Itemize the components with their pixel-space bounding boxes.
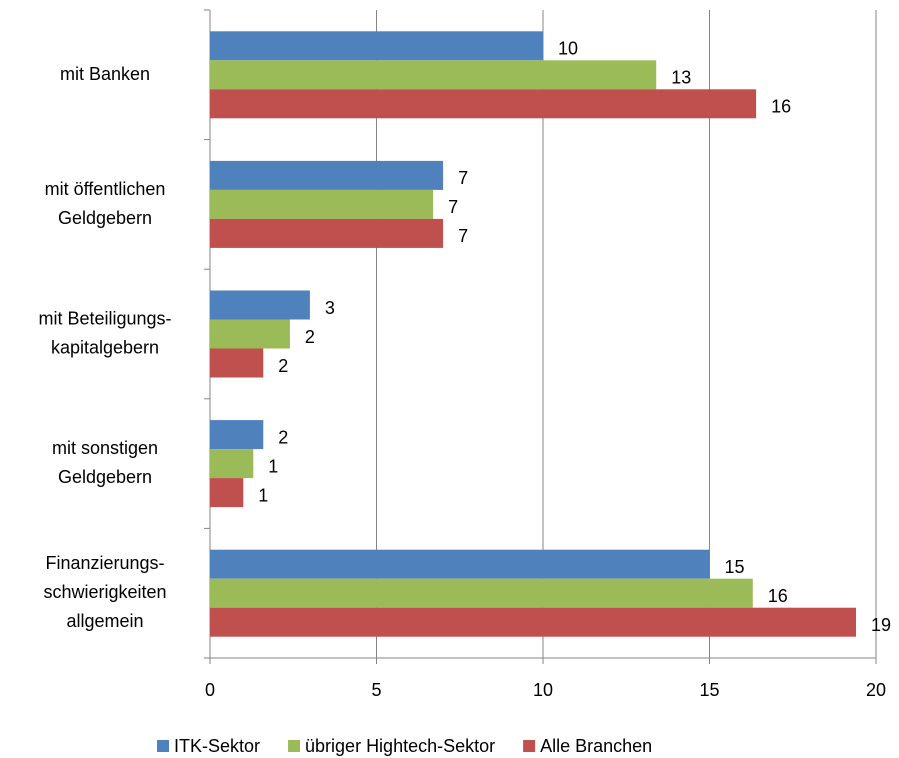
data-label: 15 — [725, 557, 745, 577]
y-tick-label: mit Beteiligungs-kapitalgebern — [38, 308, 171, 357]
bar — [210, 420, 264, 450]
bar — [210, 60, 657, 90]
y-tick-label: mit sonstigen Geldgebern — [52, 438, 158, 487]
bar — [210, 31, 543, 61]
bar — [210, 319, 290, 349]
y-tick-label: mit öffentlichen Geldgebern — [45, 179, 166, 228]
legend-swatch — [157, 740, 169, 752]
legend-label: übriger Hightech-Sektor — [305, 736, 495, 756]
data-label: 1 — [268, 456, 278, 476]
data-label: 3 — [325, 298, 335, 318]
data-label: 1 — [258, 485, 268, 505]
bar — [210, 218, 444, 248]
bar — [210, 160, 444, 190]
bar — [210, 348, 264, 378]
data-label: 2 — [305, 327, 315, 347]
x-tick-label: 20 — [866, 680, 886, 700]
y-tick-label: Finanzierungs-schwierigkeiten allgemein — [43, 553, 166, 631]
legend-swatch — [288, 740, 301, 752]
data-label: 2 — [278, 356, 288, 376]
y-tick-label: mit Banken — [60, 64, 150, 84]
legend-swatch — [523, 740, 536, 752]
data-label: 16 — [771, 97, 791, 117]
bar — [210, 449, 254, 479]
x-tick-label: 10 — [533, 680, 553, 700]
bar — [210, 607, 857, 637]
bar — [210, 578, 753, 608]
data-label: 7 — [458, 226, 468, 246]
data-label: 7 — [458, 168, 468, 188]
bar — [210, 89, 757, 119]
bar — [210, 478, 244, 508]
data-label: 13 — [671, 68, 691, 88]
data-label: 2 — [278, 427, 288, 447]
bar — [210, 549, 710, 579]
legend-label: Alle Branchen — [540, 736, 652, 756]
data-label: 19 — [871, 615, 891, 635]
bar — [210, 189, 434, 219]
x-tick-label: 5 — [371, 680, 381, 700]
x-tick-label: 0 — [205, 680, 215, 700]
bar — [210, 290, 310, 320]
data-label: 16 — [768, 586, 788, 606]
legend-label: ITK-Sektor — [174, 736, 260, 756]
x-tick-label: 15 — [699, 680, 719, 700]
data-label: 7 — [448, 197, 458, 217]
data-label: 10 — [558, 39, 578, 59]
